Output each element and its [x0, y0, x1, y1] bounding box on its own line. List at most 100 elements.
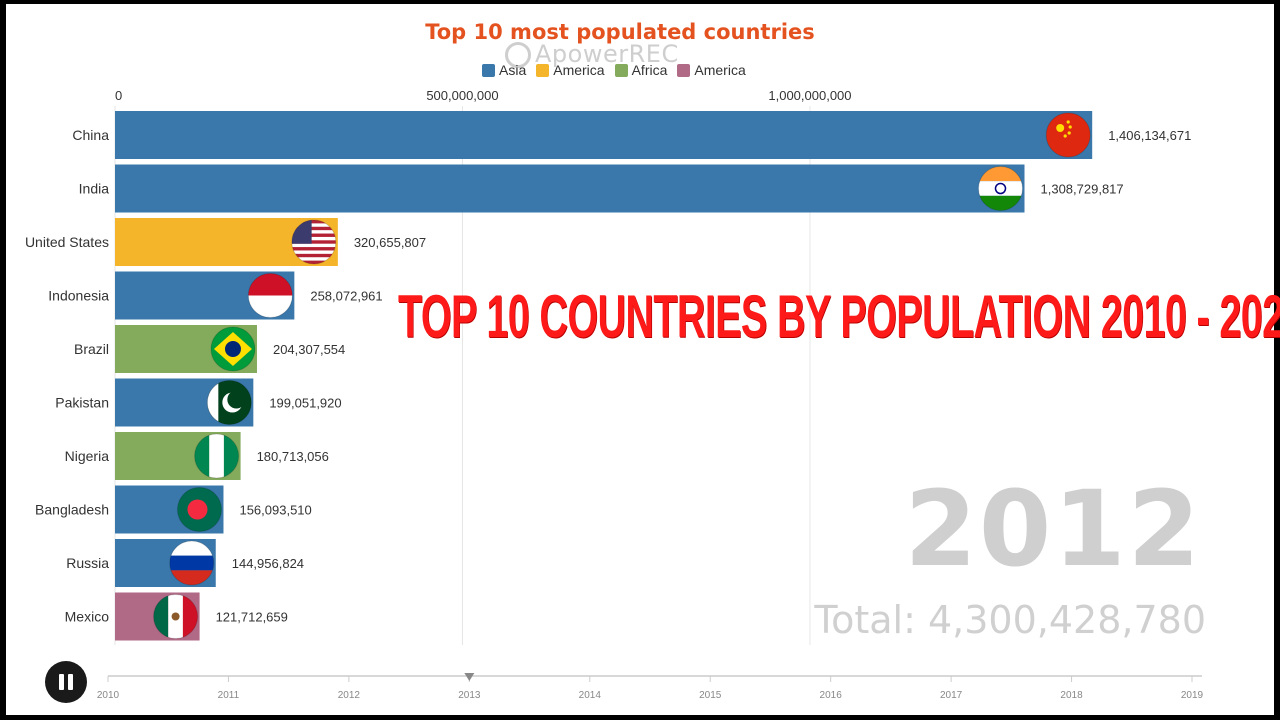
- flag-body: [153, 594, 198, 639]
- mexico-flag-icon: [153, 594, 199, 639]
- category-label: India: [79, 181, 110, 197]
- flag-part: [194, 434, 210, 478]
- frame-top: [0, 0, 1280, 4]
- timeline-year-label: 2014: [579, 690, 602, 701]
- timeline-year-label: 2016: [820, 690, 843, 701]
- timeline-year-label: 2010: [97, 690, 120, 701]
- flag-part: [291, 226, 336, 231]
- flag-part: [169, 570, 214, 585]
- pause-icon: [68, 674, 73, 690]
- total-label: Total: 4,300,428,780: [814, 598, 1206, 642]
- flag-part: [978, 195, 1023, 211]
- legend-item[interactable]: America: [536, 62, 605, 78]
- flag-body: [194, 434, 239, 478]
- legend-swatch: [614, 63, 628, 77]
- flag-part: [169, 555, 214, 571]
- category-label: United States: [25, 234, 109, 250]
- category-label: Mexico: [65, 609, 110, 625]
- x-tick-label: 1,000,000,000: [768, 88, 851, 103]
- legend: Asia America Africa America: [482, 62, 746, 78]
- flag-part: [1063, 134, 1067, 138]
- flag-part: [291, 230, 336, 235]
- timeline-year-label: 2017: [940, 690, 963, 701]
- category-label: China: [72, 127, 109, 143]
- frame-bottom: [0, 715, 1280, 720]
- russia-flag-icon: [169, 540, 215, 586]
- timeline-year-label: 2012: [338, 690, 361, 701]
- flag-part: [227, 390, 246, 409]
- pause-icon: [59, 674, 64, 690]
- flag-part: [187, 499, 208, 520]
- flag-part: [1056, 124, 1065, 132]
- legend-item[interactable]: Africa: [614, 62, 668, 78]
- flag-body: [177, 487, 222, 532]
- legend-label: Asia: [499, 62, 527, 78]
- watermark: ApowerREC: [505, 40, 679, 68]
- flag-part: [291, 223, 336, 228]
- timeline-year-label: 2011: [218, 690, 240, 701]
- timeline-year-label: 2013: [458, 690, 481, 701]
- value-label: 144,956,824: [232, 556, 304, 571]
- flag-body: [248, 273, 293, 318]
- legend-item[interactable]: America: [677, 62, 746, 78]
- category-label: Pakistan: [55, 395, 109, 411]
- india-flag-icon: [978, 166, 1024, 211]
- legend-label: America: [553, 62, 605, 78]
- flag-body: [169, 541, 214, 585]
- flag-part: [182, 594, 198, 639]
- flag-body: [1046, 113, 1091, 157]
- flag-border: [169, 540, 215, 586]
- flag-border: [978, 166, 1024, 211]
- flag-part: [291, 260, 336, 264]
- bangladesh-flag-icon: [176, 487, 222, 532]
- bar-china: [115, 111, 1093, 159]
- legend-label: America: [694, 62, 746, 78]
- flag-body: [291, 220, 336, 264]
- flag-part: [291, 247, 336, 251]
- value-label: 180,713,056: [257, 449, 329, 464]
- flag-part: [291, 253, 336, 258]
- flag-part: [207, 380, 219, 425]
- flag-part: [1046, 113, 1091, 157]
- category-label: Nigeria: [65, 448, 110, 464]
- value-label: 1,308,729,817: [1041, 182, 1124, 197]
- flag-part: [291, 243, 336, 248]
- flag-part: [291, 236, 336, 241]
- value-label: 320,655,807: [354, 235, 426, 250]
- legend-item[interactable]: Asia: [482, 62, 526, 78]
- flag-body: [207, 380, 252, 425]
- legend-swatch: [482, 63, 495, 77]
- flag-border: [291, 219, 337, 265]
- timeline-handle[interactable]: [464, 673, 475, 681]
- timeline-year-label: 2015: [699, 690, 722, 701]
- legend-label: Africa: [631, 62, 668, 78]
- flag-body: [210, 327, 255, 371]
- legend-swatch: [677, 63, 691, 77]
- overlay-title: TOP 10 COUNTRIES BY POPULATION 2010 - 20…: [398, 283, 1280, 350]
- flag-part: [978, 166, 1023, 182]
- frame-right: [1274, 0, 1280, 720]
- category-label: Brazil: [74, 341, 109, 357]
- flag-part: [978, 181, 1023, 196]
- value-label: 156,093,510: [239, 503, 311, 518]
- flag-part: [171, 612, 180, 621]
- category-label: Bangladesh: [35, 502, 109, 518]
- flag-border: [206, 380, 252, 425]
- x-tick-label: 500,000,000: [426, 88, 498, 103]
- pause-button[interactable]: [45, 661, 87, 703]
- flag-part: [291, 233, 336, 238]
- timeline-year-label: 2018: [1060, 690, 1083, 701]
- bar-india: [115, 164, 1025, 213]
- flag-part: [291, 257, 336, 262]
- value-label: 199,051,920: [269, 396, 341, 411]
- flag-border: [1045, 112, 1091, 158]
- usa-flag-icon: [291, 219, 337, 265]
- flag-body: [978, 166, 1023, 211]
- flag-border: [194, 433, 240, 479]
- flag-part: [291, 220, 336, 224]
- value-label: 258,072,961: [310, 289, 382, 304]
- value-label: 1,406,134,671: [1108, 128, 1191, 143]
- record-icon: [505, 42, 531, 68]
- flag-part: [223, 434, 239, 478]
- chart-title: Top 10 most populated countries: [425, 20, 815, 44]
